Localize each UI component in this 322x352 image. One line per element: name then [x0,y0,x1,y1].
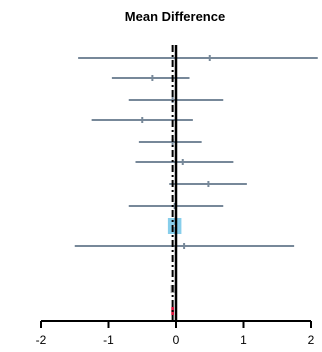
chart-title: Mean Difference [125,9,225,24]
x-tick-label-4: 2 [308,333,315,347]
x-tick-label-0: -2 [36,333,47,347]
reference-lines [171,45,178,321]
x-tick-label-1: -1 [103,333,114,347]
x-tick-label-3: 1 [240,333,247,347]
plot-rows [74,55,318,315]
x-tick-label-2: 0 [173,333,180,347]
x-axis: -2 -1 0 1 2 [36,320,315,347]
